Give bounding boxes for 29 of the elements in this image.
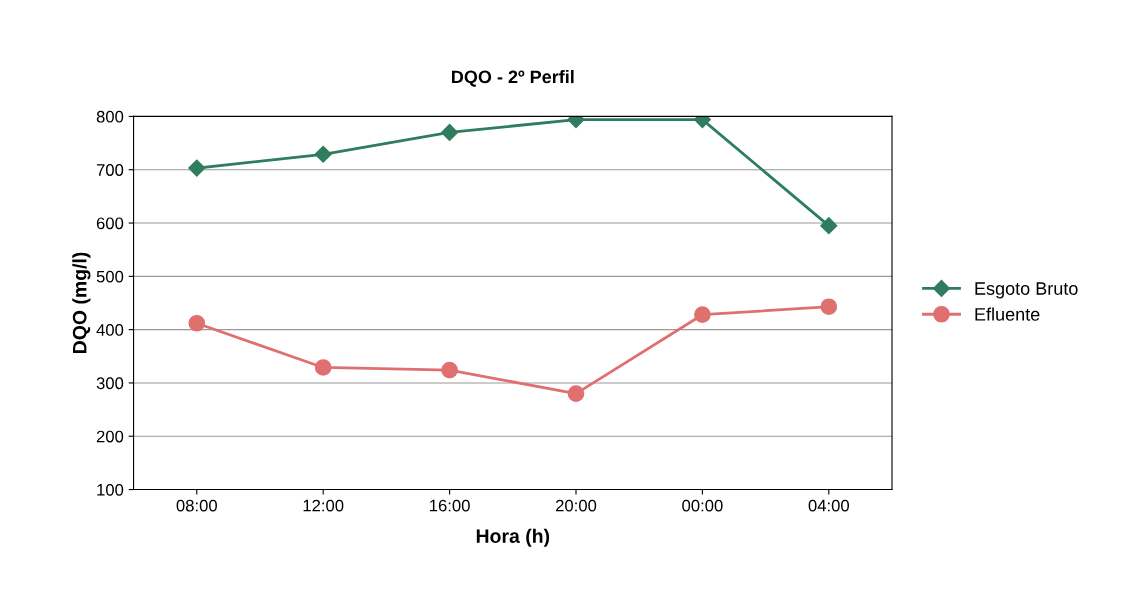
y-axis-title: DQO (mg/l) <box>72 252 91 353</box>
x-axis-title: Hora (h) <box>476 528 550 547</box>
y-tick-label: 100 <box>97 483 124 496</box>
y-tick-label: 400 <box>96 324 124 336</box>
point <box>188 314 206 332</box>
y-tick-label: 800 <box>96 110 124 123</box>
point <box>567 385 585 402</box>
point <box>314 359 332 376</box>
point <box>694 306 711 324</box>
point <box>441 361 458 379</box>
x-tick-label: 20:00 <box>555 499 597 512</box>
y-tick-label: 200 <box>96 430 124 443</box>
point <box>820 298 838 316</box>
x-tick-label: 08:00 <box>176 499 217 512</box>
legend-label: Efluente <box>975 307 1040 321</box>
y-tick-label: 300 <box>96 377 124 390</box>
x-tick-label: 12:00 <box>303 499 344 512</box>
y-tick-label: 600 <box>96 217 124 230</box>
point <box>188 159 206 177</box>
x-tick-label: 04:00 <box>808 499 850 512</box>
point <box>314 145 332 163</box>
point <box>441 123 459 141</box>
point <box>820 217 838 235</box>
x-tick-label: 16:00 <box>430 499 470 512</box>
chart-title: DQO - 2º Perfil <box>452 70 574 87</box>
y-tick-label: 500 <box>96 270 124 283</box>
y-tick-label: 700 <box>96 164 124 176</box>
x-tick-label: 00:00 <box>682 499 723 512</box>
legend-label: Esgoto Bruto <box>975 282 1078 299</box>
